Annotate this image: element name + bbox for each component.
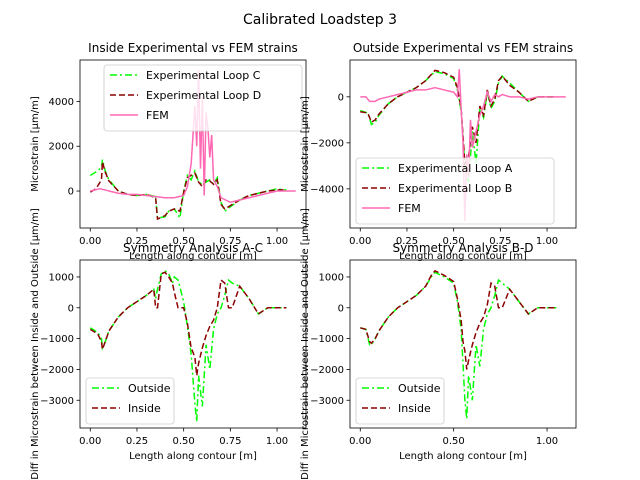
axes-frame bbox=[349, 59, 577, 229]
x-tick-label: 0.50 bbox=[173, 236, 195, 247]
x-axis-label: Length along contour [m] bbox=[129, 251, 257, 262]
x-tick-label: 0.50 bbox=[443, 436, 465, 447]
y-axis-label: Diff in Microstrain between Inside and O… bbox=[30, 208, 41, 480]
x-tick-label: 1.00 bbox=[536, 236, 558, 247]
series-line-inside bbox=[89, 271, 287, 376]
x-tick-label: 0.00 bbox=[349, 236, 371, 247]
y-axis-label: Diff in Microstrain between Inside and O… bbox=[300, 208, 311, 480]
chart-title: Symmetry Analysis B-D bbox=[392, 241, 533, 255]
y-axis-label: Microstrain [µm/m] bbox=[30, 96, 41, 192]
x-tick-label: 1.00 bbox=[266, 436, 288, 447]
y-tick-label: 0 bbox=[68, 303, 74, 314]
y-tick-label: 0 bbox=[68, 187, 74, 198]
axes-frame bbox=[349, 259, 577, 429]
chart-title: Outside Experimental vs FEM strains bbox=[353, 41, 573, 55]
y-tick-label: 4000 bbox=[49, 97, 74, 108]
legend-entry: FEM bbox=[146, 109, 169, 122]
x-tick-label: 0.25 bbox=[126, 436, 148, 447]
legend-entry: Inside bbox=[128, 402, 161, 415]
y-tick-label: 2000 bbox=[49, 142, 74, 153]
x-axis-label: Length along contour [m] bbox=[399, 451, 527, 462]
y-tick-label: −3000 bbox=[310, 396, 344, 407]
legend-box bbox=[103, 64, 303, 132]
figure-suptitle: Calibrated Loadstep 3 bbox=[243, 12, 397, 28]
y-tick-label: −2000 bbox=[40, 365, 74, 376]
legend-entry: Experimental Loop D bbox=[146, 89, 261, 102]
legend: Outside Inside bbox=[355, 377, 445, 425]
y-tick-label: 1000 bbox=[319, 272, 344, 283]
x-tick-label: 0.00 bbox=[349, 436, 371, 447]
legend-box bbox=[355, 157, 555, 225]
chart-panel-1: 0.00 0.25 0.50 0.75 1.00 0 2000 4000 Inside Expe… bbox=[30, 41, 307, 262]
series-line-experimental-loop-c bbox=[89, 159, 287, 221]
y-tick-label: −1000 bbox=[40, 334, 74, 345]
chart-panel-3: 0.00 0.25 0.50 0.75 1.00 −3000 −2000 −1000 0 1000… bbox=[30, 208, 307, 480]
legend-entry: Inside bbox=[398, 402, 431, 415]
series-line-outside bbox=[360, 271, 557, 419]
legend-entry: Experimental Loop B bbox=[398, 182, 512, 195]
axes-frame bbox=[79, 259, 307, 429]
chart-panel-2: 0.00 0.25 0.50 0.75 1.00 −4000 −2000 0 Outside E… bbox=[300, 41, 577, 262]
y-tick-label: −1000 bbox=[310, 334, 344, 345]
x-tick-label: 0.75 bbox=[219, 436, 241, 447]
x-tick-label: 1.00 bbox=[536, 436, 558, 447]
legend-entry: Outside bbox=[398, 382, 441, 395]
legend: Experimental Loop A Experimental Loop B FE… bbox=[355, 157, 555, 225]
legend-entry: Experimental Loop C bbox=[146, 69, 261, 82]
y-tick-label: 0 bbox=[338, 92, 344, 103]
axes-frame bbox=[79, 59, 307, 229]
x-tick-label: 0.75 bbox=[489, 236, 511, 247]
chart-panel-4: 0.00 0.50 1.00 −3000 −2000 −1000 0 1000 Symmetry… bbox=[300, 208, 577, 480]
series-line-inside bbox=[360, 269, 557, 370]
legend-entry: Outside bbox=[128, 382, 171, 395]
legend-box bbox=[355, 377, 445, 425]
x-tick-label: 0.00 bbox=[79, 236, 101, 247]
legend-box bbox=[85, 377, 175, 425]
x-tick-label: 0.25 bbox=[396, 236, 418, 247]
x-axis-label: Length along contour [m] bbox=[399, 251, 527, 262]
x-tick-label: 0.25 bbox=[126, 236, 148, 247]
y-tick-label: −4000 bbox=[310, 184, 344, 195]
legend: Experimental Loop C Experimental Loop D FE… bbox=[103, 64, 303, 132]
y-tick-label: 1000 bbox=[49, 272, 74, 283]
y-tick-label: −2000 bbox=[310, 365, 344, 376]
chart-title: Inside Experimental vs FEM strains bbox=[88, 41, 298, 55]
legend-entry: Experimental Loop A bbox=[398, 162, 513, 175]
x-axis-label: Length along contour [m] bbox=[129, 451, 257, 462]
x-tick-label: 0.50 bbox=[443, 236, 465, 247]
legend-entry: FEM bbox=[398, 202, 421, 215]
x-tick-label: 1.00 bbox=[266, 236, 288, 247]
y-tick-label: −2000 bbox=[310, 138, 344, 149]
legend: Outside Inside bbox=[85, 377, 175, 425]
x-tick-label: 0.50 bbox=[173, 436, 195, 447]
series-line-fem bbox=[360, 69, 566, 222]
y-tick-label: −3000 bbox=[40, 396, 74, 407]
series-line-experimental-loop-d bbox=[89, 161, 287, 221]
chart-title: Symmetry Analysis A-C bbox=[123, 241, 263, 255]
y-axis-label: Microstrain [µm/m] bbox=[300, 96, 311, 192]
x-tick-label: 0.00 bbox=[79, 436, 101, 447]
x-tick-label: 0.75 bbox=[219, 236, 241, 247]
y-tick-label: 0 bbox=[338, 303, 344, 314]
